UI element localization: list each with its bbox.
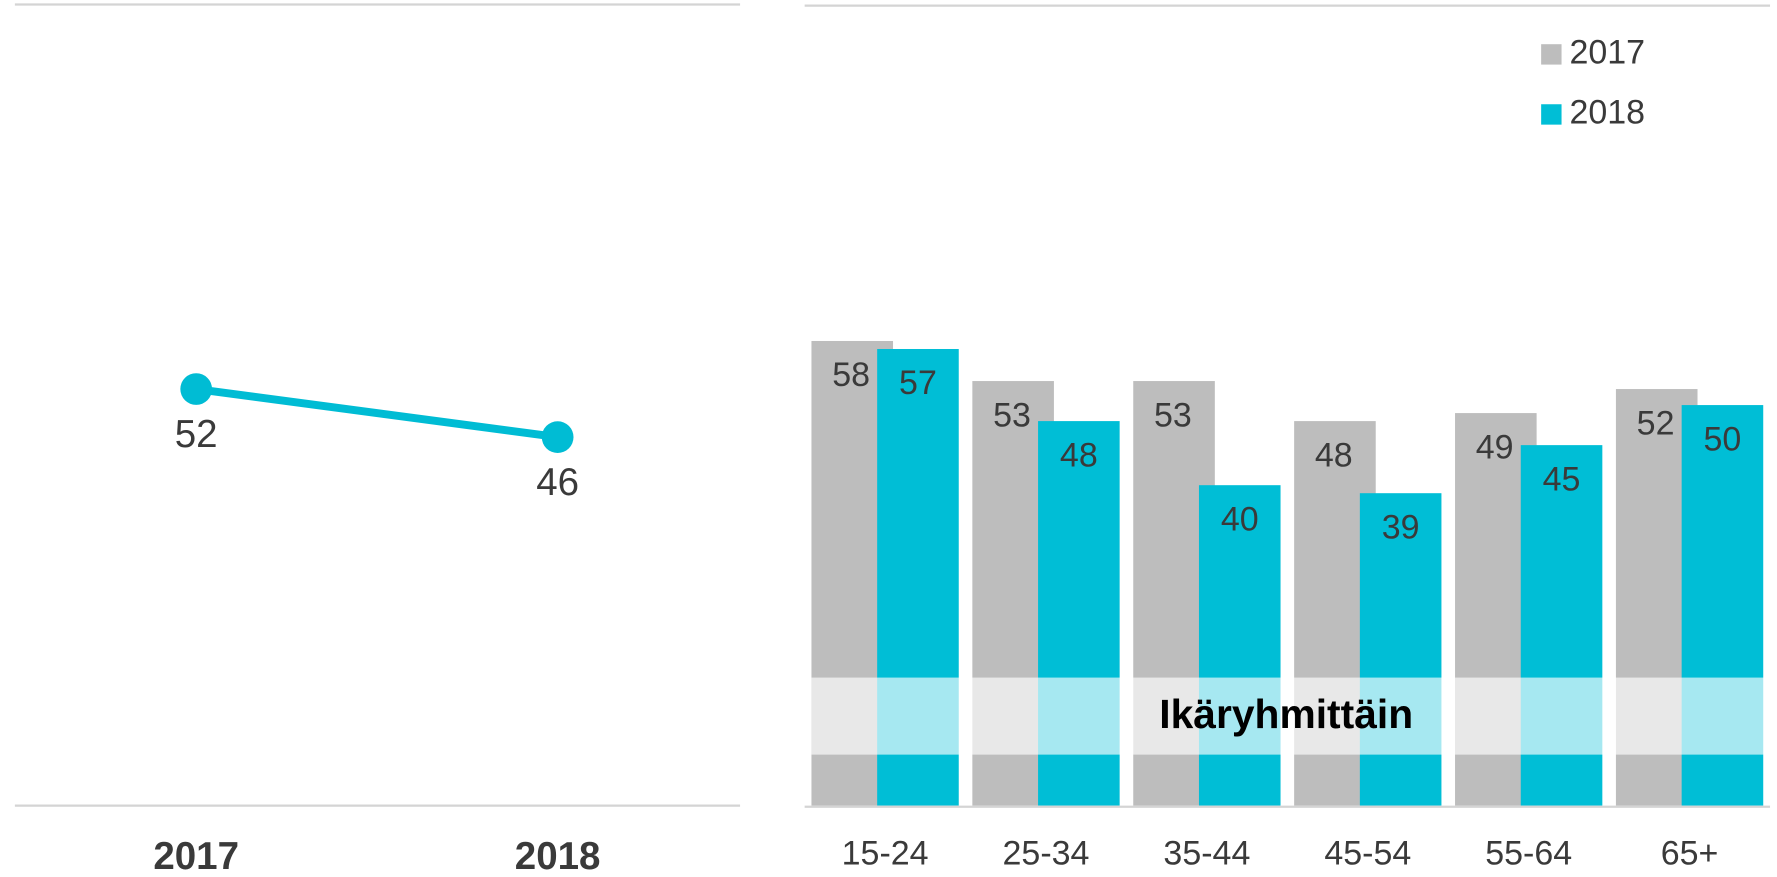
annotation: Ikäryhmittäin: [1159, 691, 1413, 737]
value-label: 52: [1637, 404, 1675, 442]
x-tick-label: 2018: [515, 835, 601, 877]
point: [180, 373, 213, 405]
value-label: 49: [1476, 428, 1514, 466]
annotation-band: [811, 677, 1766, 755]
value-label: 52: [175, 413, 218, 456]
legend-swatch: [1541, 44, 1562, 65]
x-tick-label: 2017: [153, 835, 239, 877]
x-tick-label: 15-24: [842, 834, 929, 872]
legend-label: 2017: [1569, 33, 1645, 71]
x-tick-label: 35-44: [1163, 834, 1250, 872]
line: [195, 385, 559, 442]
value-label: 57: [899, 364, 937, 402]
point: [541, 421, 574, 453]
x-tick-label: 65+: [1661, 834, 1719, 872]
value-label: 40: [1221, 500, 1259, 538]
value-label: 58: [832, 356, 870, 394]
x-tick-label: 45-54: [1324, 834, 1411, 872]
value-label: 48: [1315, 436, 1353, 474]
x-tick-label: 25-34: [1003, 834, 1090, 872]
value-label: 46: [536, 461, 579, 504]
x-tick-label: 55-64: [1485, 834, 1572, 872]
legend-label: 2018: [1569, 93, 1645, 131]
value-label: 48: [1060, 436, 1098, 474]
value-label: 53: [993, 396, 1031, 434]
value-label: 45: [1543, 460, 1581, 498]
value-label: 50: [1704, 420, 1742, 458]
legend-swatch: [1541, 104, 1562, 125]
value-label: 53: [1154, 396, 1192, 434]
value-label: 39: [1382, 508, 1420, 546]
